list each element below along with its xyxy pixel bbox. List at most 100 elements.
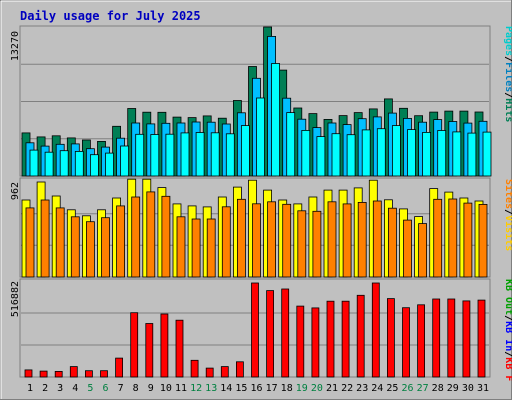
bar-pages-day-31 [482, 131, 492, 177]
legend-files: Files [503, 62, 512, 92]
bar-pages-day-27 [422, 131, 432, 177]
bar-kb-f-day-2 [39, 370, 48, 378]
bar-sites-day-23 [357, 201, 367, 278]
day-label: 19 [296, 383, 308, 394]
bar-kb-f-day-30 [462, 300, 471, 378]
bar-pages-day-20 [316, 136, 326, 177]
bar-kb-f-day-5 [85, 370, 93, 378]
bar-sites-day-3 [55, 207, 65, 278]
bar-kb-f-day-23 [356, 294, 365, 378]
day-label: 3 [57, 383, 63, 394]
day-label: 10 [160, 383, 172, 394]
bar-sites-day-12 [191, 218, 201, 278]
bar-sites-day-29 [448, 198, 458, 278]
legend-kbin: KB In [503, 321, 512, 351]
bar-pages-day-10 [165, 133, 175, 177]
day-label: 17 [266, 383, 278, 394]
panel2-ymax-label: 962 [10, 182, 21, 200]
bar-pages-day-28 [437, 130, 447, 177]
day-label: 22 [341, 383, 353, 394]
day-label: 6 [102, 383, 108, 394]
day-label: 9 [148, 383, 154, 394]
bar-sites-day-4 [70, 216, 80, 278]
panel1-bars [21, 26, 492, 177]
bar-pages-day-30 [467, 132, 477, 177]
bar-pages-day-1 [29, 149, 39, 177]
bar-kb-f-day-28 [432, 298, 441, 378]
day-label: 21 [326, 383, 338, 394]
bar-pages-day-29 [452, 131, 462, 177]
legend-kbout: KB Out [503, 279, 512, 315]
day-axis-labels: 1 2 3 4 5 6 7 8 9 10 11 12 13 14 15 16 17 18 19 20 21 22 23 24 2… [27, 383, 489, 394]
bar-pages-day-6 [105, 152, 114, 177]
day-label: 14 [220, 383, 232, 394]
legend-hits: Hits [503, 98, 512, 122]
legend-pages: Pages [503, 26, 512, 56]
bar-pages-day-11 [180, 132, 190, 177]
bar-sites-day-16 [252, 203, 261, 278]
bar-kb-f-day-25 [386, 298, 395, 378]
bar-pages-day-4 [74, 150, 84, 177]
day-label: 20 [311, 383, 323, 394]
day-label: 29 [447, 383, 459, 394]
legend-sep-4: / [503, 315, 512, 321]
day-label: 26 [401, 383, 413, 394]
day-label: 31 [477, 383, 489, 394]
legend-sites: Sites [503, 179, 512, 209]
bar-kb-f-day-8 [130, 312, 139, 378]
day-label: 28 [432, 383, 444, 394]
bar-pages-day-26 [407, 129, 416, 177]
day-label: 11 [175, 383, 187, 394]
bar-sites-day-6 [101, 217, 110, 278]
bar-pages-day-2 [44, 151, 54, 177]
bar-sites-day-28 [433, 198, 443, 278]
bar-sites-day-26 [403, 219, 412, 278]
bar-sites-day-1 [25, 207, 35, 278]
bar-pages-day-25 [391, 125, 401, 177]
bar-sites-day-30 [463, 202, 473, 278]
bar-sites-day-27 [418, 223, 428, 278]
bar-pages-day-15 [240, 125, 250, 177]
bar-sites-day-17 [267, 201, 277, 278]
bar-sites-day-5 [86, 221, 95, 278]
day-label: 23 [356, 383, 368, 394]
bar-sites-day-20 [312, 210, 322, 278]
day-label: 25 [386, 383, 398, 394]
day-label: 1 [27, 383, 33, 394]
bar-sites-day-18 [282, 203, 292, 278]
bar-kb-f-day-10 [160, 313, 169, 378]
bar-sites-day-11 [176, 216, 186, 278]
bar-pages-day-17 [271, 63, 281, 177]
legend-visits: Visits [503, 215, 512, 251]
bar-kb-f-day-19 [296, 305, 305, 378]
legend-kbf: KB F [503, 357, 512, 381]
panel3-bars [24, 282, 486, 378]
day-label: 8 [133, 383, 139, 394]
day-label: 4 [72, 383, 78, 394]
legend-sep-5: / [503, 351, 512, 357]
day-label: 13 [205, 383, 217, 394]
bar-sites-day-15 [236, 198, 246, 278]
bar-kb-f-day-29 [447, 298, 456, 378]
bar-sites-day-22 [342, 203, 352, 278]
bar-sites-day-25 [387, 207, 397, 278]
bar-sites-day-8 [131, 196, 141, 278]
bar-kb-f-day-1 [24, 369, 33, 378]
bar-kb-f-day-18 [281, 288, 290, 378]
bar-pages-day-9 [150, 134, 160, 177]
bar-sites-day-13 [206, 218, 216, 278]
bar-pages-day-23 [361, 129, 371, 177]
bar-kb-f-day-4 [69, 366, 78, 378]
bar-kb-f-day-13 [205, 367, 214, 378]
day-label: 18 [281, 383, 293, 394]
legend-sep-1: / [503, 56, 512, 62]
day-label: 27 [417, 383, 429, 394]
legend-sep-3: / [503, 209, 512, 215]
bar-pages-day-3 [59, 150, 69, 177]
bar-kb-f-day-11 [175, 319, 184, 378]
bar-pages-day-19 [301, 129, 311, 177]
bar-sites-day-2 [40, 199, 50, 278]
bar-kb-f-day-22 [341, 300, 350, 378]
panel2-bars [21, 178, 488, 278]
bar-kb-f-day-26 [402, 307, 410, 378]
